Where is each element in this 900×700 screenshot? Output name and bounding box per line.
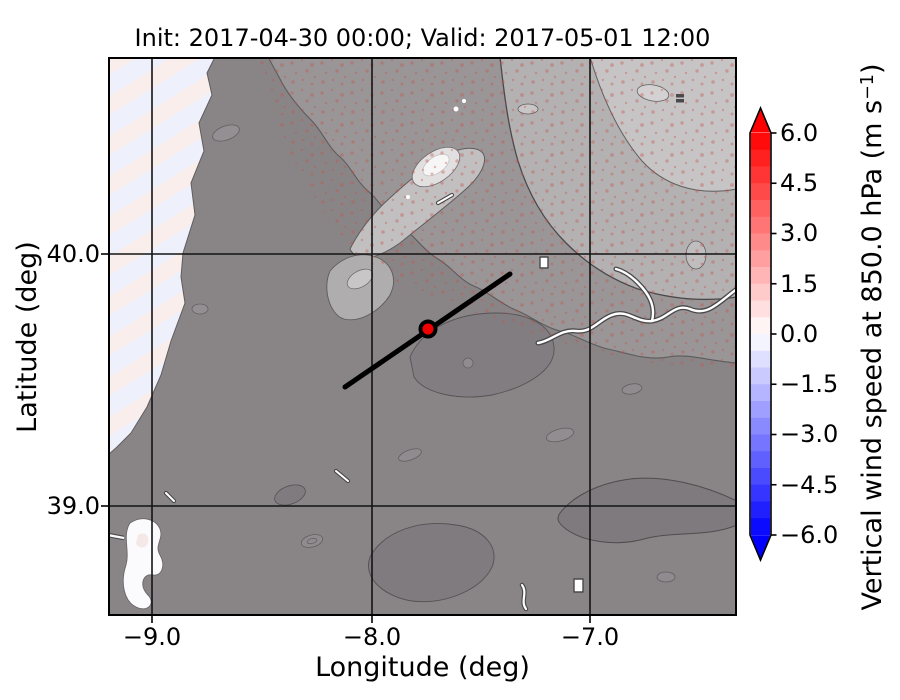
rivers <box>163 99 737 612</box>
estuary <box>108 518 164 610</box>
x-tick-m9: −9.0 <box>122 623 182 651</box>
plot-title: Init: 2017-04-30 00:00; Valid: 2017-05-0… <box>134 24 711 52</box>
y-tick-40: 40.0 <box>46 240 100 268</box>
axis-ticks <box>101 253 591 623</box>
colorbar-ticks <box>771 132 777 536</box>
y-tick-39: 39.0 <box>46 492 100 520</box>
colorbar-label: Vertical wind speed at 850.0 hPa (m s−1) <box>856 63 888 611</box>
colorbar-tick-6: 6.0 <box>780 119 819 147</box>
red-speckles <box>258 57 737 369</box>
grid-lines <box>108 57 737 616</box>
colorbar-tick-m6: −6.0 <box>780 521 839 549</box>
colorbar-tick-1-5: 1.5 <box>780 270 819 298</box>
x-tick-m8: −8.0 <box>342 623 402 651</box>
colorbar-tick-0: 0.0 <box>780 320 819 348</box>
colorbar-label-superscript: −1 <box>858 74 878 100</box>
colorbar-tick-3: 3.0 <box>780 219 819 247</box>
map-border <box>108 57 737 616</box>
colorbar-tick-m3: −3.0 <box>780 420 839 448</box>
colorbar-over-arrow <box>751 109 770 133</box>
colorbar-tick-m4-5: −4.5 <box>780 471 839 499</box>
colorbar-tick-m1-5: −1.5 <box>780 370 839 398</box>
x-axis-label: Longitude (deg) <box>315 652 530 683</box>
colorbar <box>749 105 777 563</box>
map-canvas <box>101 57 737 623</box>
location-marker <box>418 319 438 339</box>
colorbar-under-arrow <box>751 535 770 559</box>
colorbar-bands <box>750 133 771 536</box>
colorbar-tick-4-5: 4.5 <box>780 169 819 197</box>
x-tick-m7: −7.0 <box>560 623 620 651</box>
